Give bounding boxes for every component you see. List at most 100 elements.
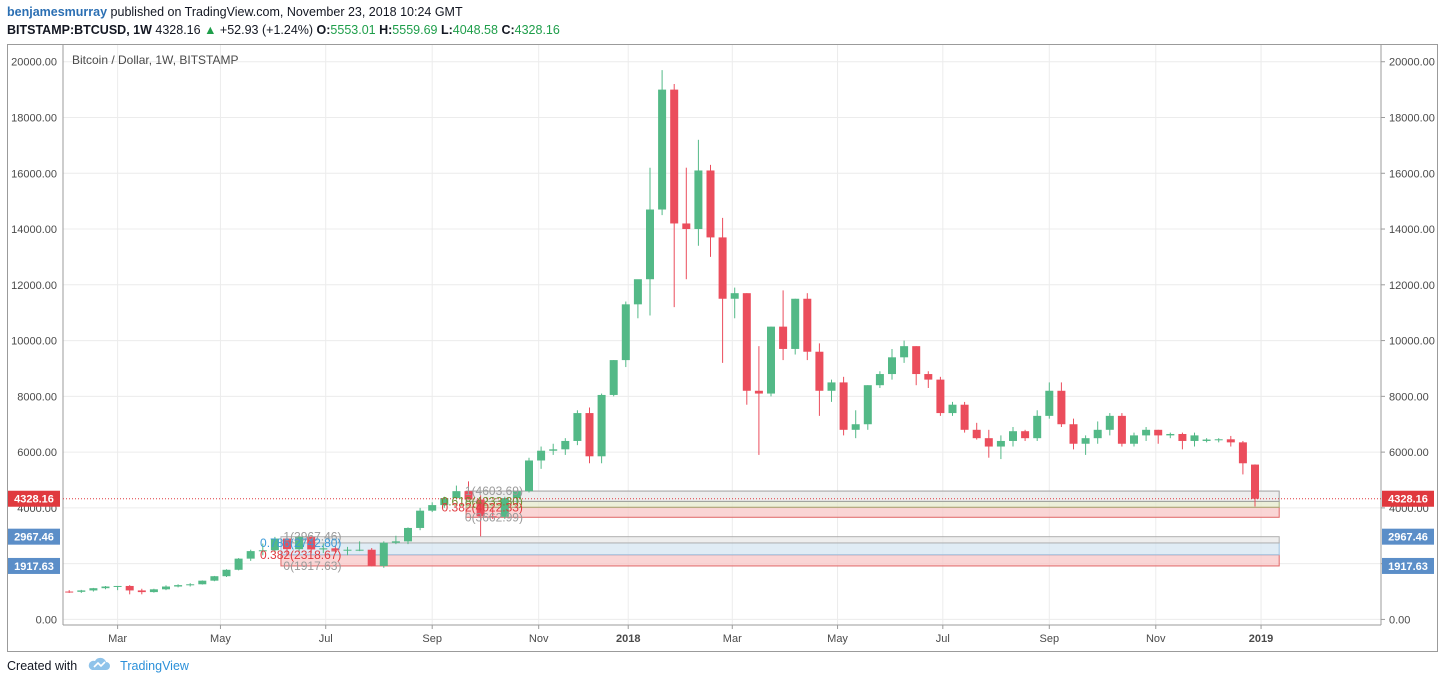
candle-body — [319, 548, 328, 550]
low-value: 4048.58 — [452, 23, 498, 37]
created-with-label: Created with — [7, 659, 78, 673]
x-tick-label: Sep — [422, 633, 442, 645]
candle-body — [658, 89, 667, 210]
x-tick-label: 2019 — [1249, 633, 1273, 645]
tradingview-link[interactable]: TradingView — [120, 659, 189, 673]
candle-body — [996, 440, 1005, 447]
candle-body — [960, 404, 969, 430]
candle-body — [464, 491, 473, 500]
high-label: H: — [379, 23, 393, 37]
footer: Created with TradingView — [7, 657, 189, 676]
x-tick-label: Jul — [936, 633, 950, 645]
candle-body — [1105, 415, 1114, 430]
fib-zone — [465, 490, 1280, 502]
candle-body — [984, 438, 993, 447]
x-tick-label: May — [210, 633, 231, 645]
y-tick-label-right: 10000.00 — [1389, 336, 1435, 348]
candle-body — [1117, 415, 1126, 444]
candle-body — [125, 585, 134, 591]
y-tick-label-right: 16000.00 — [1389, 168, 1435, 180]
price-badge-right-label: 4328.16 — [1388, 494, 1428, 506]
candle-body — [1178, 433, 1187, 441]
candle-body — [440, 498, 449, 506]
candle-body — [89, 588, 98, 591]
candle-body — [1190, 435, 1199, 441]
candle-body — [561, 440, 570, 450]
candle-body — [803, 298, 812, 352]
candle-body — [851, 424, 860, 430]
candle-body — [670, 89, 679, 224]
x-tick-label: Nov — [1146, 633, 1166, 645]
candle-body — [863, 385, 872, 425]
price-badge-right — [1382, 528, 1434, 545]
candle-body — [270, 538, 279, 551]
candle-body — [815, 351, 824, 391]
candle-body — [174, 585, 183, 587]
candle-body — [198, 580, 207, 585]
candle-body — [1226, 439, 1235, 443]
candle-body — [452, 491, 461, 499]
candle-body — [549, 449, 558, 451]
candle-body — [1021, 431, 1030, 439]
candle-body — [428, 505, 437, 511]
tradingview-logo-icon — [87, 657, 111, 676]
candle-body — [186, 584, 195, 586]
price-badge-right — [1382, 557, 1434, 574]
candle-body — [585, 413, 594, 457]
candle-body — [331, 548, 340, 551]
candle-body — [779, 326, 788, 349]
candle-body — [404, 527, 412, 542]
fib-label: 0.382(4022.33) — [442, 500, 523, 514]
y-tick-label-left: 10000.00 — [11, 336, 57, 348]
fib-zone — [465, 500, 1280, 508]
price-badge-left-label: 1917.63 — [14, 561, 54, 573]
candle-body — [682, 223, 691, 230]
y-tick-label-left: 18000.00 — [11, 113, 57, 125]
candle-body — [367, 549, 376, 566]
candle-body — [307, 536, 316, 550]
fib-label: 0(1917.63) — [283, 559, 341, 573]
y-tick-label-right: 14000.00 — [1389, 224, 1435, 236]
candle-body — [1045, 390, 1054, 416]
candle-body — [488, 516, 497, 518]
candle-body — [1093, 429, 1102, 439]
candle-body — [646, 209, 654, 280]
candle-body — [65, 591, 74, 593]
candle-body — [1069, 424, 1078, 444]
y-tick-label-left: 20000.00 — [11, 57, 57, 69]
candle-body — [754, 390, 763, 394]
x-tick-label: Sep — [1040, 633, 1060, 645]
candle-body — [1166, 433, 1175, 436]
price-badge-left — [8, 490, 60, 507]
high-value: 5559.69 — [392, 23, 438, 37]
candle-body — [1009, 431, 1017, 441]
candle-body — [730, 293, 739, 299]
candles — [65, 70, 1259, 595]
candle-body — [295, 536, 304, 550]
author-link[interactable]: benjamesmurray — [7, 5, 108, 19]
fib-zone — [465, 506, 1280, 518]
y-tick-label-right: 20000.00 — [1389, 57, 1435, 69]
candle-body — [888, 357, 896, 375]
candle-body — [537, 450, 546, 461]
candle-body — [1238, 442, 1247, 464]
price-badge-left-label: 4328.16 — [14, 494, 54, 506]
chart-frame — [7, 44, 1438, 652]
fib-zones — [280, 490, 1280, 567]
candle-body — [1057, 390, 1066, 425]
candle-body — [391, 541, 400, 543]
candle-body — [137, 590, 146, 593]
candle-body — [767, 326, 775, 394]
x-tick-label: Mar — [723, 633, 742, 645]
candle-body — [791, 298, 800, 349]
fib-label: 0.618(4233.30) — [442, 494, 523, 508]
up-arrow-icon: ▲ — [204, 23, 217, 37]
fib-label: 1(4603.69) — [465, 484, 523, 498]
fib-label: 0.382(2318.67) — [260, 548, 341, 562]
candle-body — [222, 569, 231, 577]
axes: 0.000.002000.002000.004000.004000.006000… — [8, 45, 1435, 645]
candle-body — [1081, 438, 1090, 444]
price-badge-left-label: 2967.46 — [14, 532, 54, 544]
candle-body — [936, 379, 945, 414]
